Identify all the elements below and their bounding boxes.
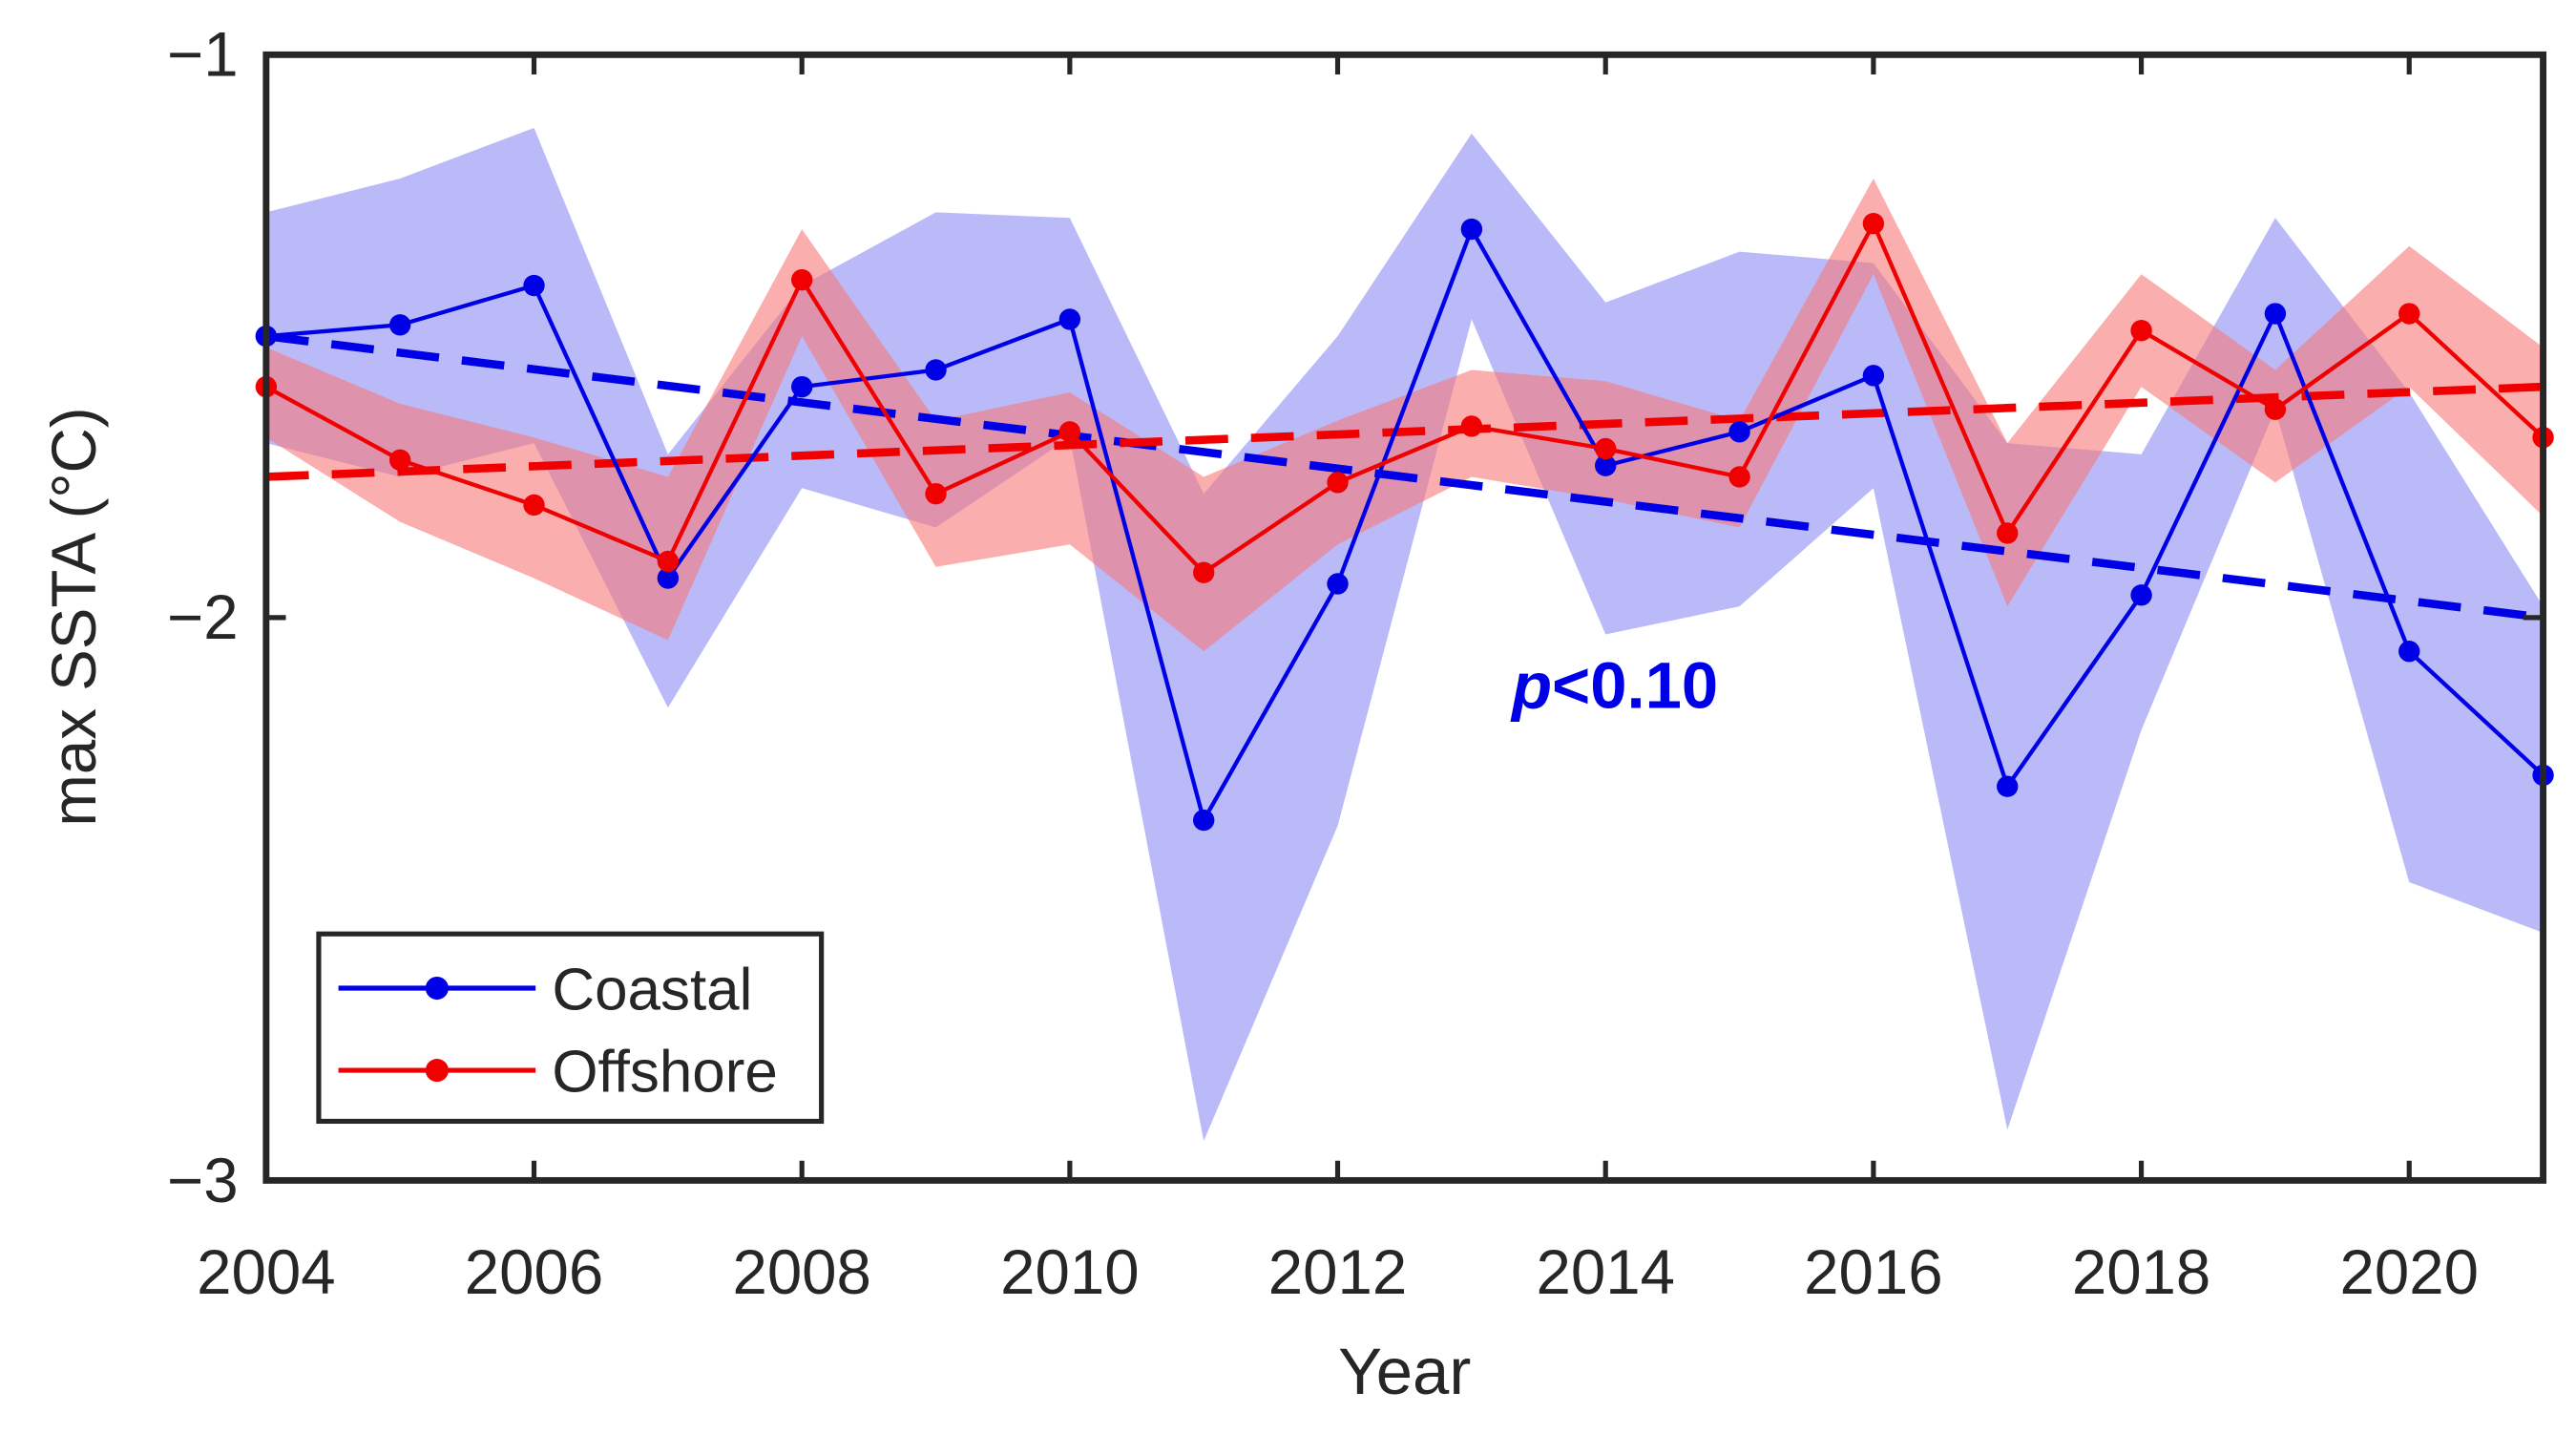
coastal-point-2009 bbox=[925, 359, 947, 381]
coastal-point-2008 bbox=[791, 375, 813, 398]
x-tick-label: 2018 bbox=[2072, 1237, 2210, 1307]
y-tick-label: −1 bbox=[167, 20, 239, 90]
offshore-trend-line bbox=[265, 382, 2544, 481]
x-tick-label: 2010 bbox=[1000, 1237, 1139, 1307]
coastal-point-2011 bbox=[1193, 809, 1215, 832]
series-lines bbox=[255, 212, 2554, 832]
x-tick-label: 2016 bbox=[1804, 1237, 1942, 1307]
legend-coastal-label: Coastal bbox=[552, 957, 752, 1023]
coastal-point-2017 bbox=[1997, 775, 2019, 797]
offshore-point-2007 bbox=[657, 550, 680, 573]
coastal-point-2018 bbox=[2130, 584, 2152, 606]
coastal-point-2016 bbox=[1862, 365, 1885, 387]
offshore-point-2006 bbox=[523, 494, 545, 517]
offshore-point-2020 bbox=[2398, 303, 2420, 325]
legend-coastal-marker bbox=[425, 976, 449, 1001]
legend-offshore-marker bbox=[425, 1059, 449, 1083]
y-axis: −3 −2 −1 bbox=[167, 20, 2544, 1215]
offshore-point-2015 bbox=[1728, 466, 1750, 488]
coastal-point-2005 bbox=[388, 314, 411, 336]
coastal-point-2013 bbox=[1460, 218, 1483, 241]
y-tick-label: −2 bbox=[167, 582, 239, 652]
offshore-point-2016 bbox=[1862, 212, 1885, 235]
coastal-point-2020 bbox=[2398, 641, 2420, 663]
coastal-point-2006 bbox=[523, 274, 545, 297]
offshore-point-2008 bbox=[791, 268, 813, 291]
y-axis-label: max SSTA (°C) bbox=[39, 407, 109, 826]
coastal-line bbox=[265, 224, 2545, 826]
offshore-point-2005 bbox=[388, 449, 411, 471]
legend: Coastal Offshore bbox=[316, 931, 825, 1125]
coastal-point-2015 bbox=[1728, 421, 1750, 443]
p-value-text: <0.10 bbox=[1552, 649, 1718, 723]
coastal-point-2012 bbox=[1327, 573, 1349, 595]
coastal-point-2007 bbox=[657, 567, 680, 589]
x-tick-label: 2008 bbox=[732, 1237, 870, 1307]
legend-box bbox=[316, 931, 825, 1125]
p-value-annotation: p<0.10 bbox=[1510, 649, 1718, 723]
x-tick-label: 2006 bbox=[465, 1237, 603, 1307]
x-tick-label: 2014 bbox=[1536, 1237, 1674, 1307]
offshore-point-2019 bbox=[2264, 398, 2287, 420]
legend-offshore-label: Offshore bbox=[552, 1039, 777, 1105]
x-tick-label: 2004 bbox=[197, 1237, 335, 1307]
offshore-point-2018 bbox=[2130, 320, 2152, 342]
x-tick-label: 2012 bbox=[1268, 1237, 1407, 1307]
x-axis-label: Year bbox=[1338, 1335, 1471, 1408]
offshore-point-2017 bbox=[1997, 522, 2019, 544]
offshore-point-2009 bbox=[925, 482, 947, 505]
offshore-point-2012 bbox=[1327, 472, 1349, 494]
trend-lines bbox=[265, 331, 2545, 622]
offshore-band bbox=[265, 179, 2544, 652]
coastal-point-2019 bbox=[2264, 303, 2287, 325]
offshore-line bbox=[264, 219, 2545, 576]
offshore-point-2014 bbox=[1595, 437, 1617, 460]
x-tick-label: 2020 bbox=[2340, 1237, 2479, 1307]
offshore-point-2013 bbox=[1460, 415, 1483, 437]
coastal-point-2010 bbox=[1058, 308, 1081, 330]
p-symbol: p bbox=[1510, 649, 1552, 723]
y-tick-label: −3 bbox=[167, 1146, 239, 1215]
coastal-point-2014 bbox=[1595, 454, 1617, 476]
x-axis: 2004 2006 2008 2010 2012 2014 2016 2018 2020 bbox=[197, 54, 2479, 1307]
offshore-point-2010 bbox=[1058, 421, 1081, 443]
coastal-trend-line bbox=[265, 331, 2545, 622]
offshore-point-2011 bbox=[1193, 561, 1215, 583]
